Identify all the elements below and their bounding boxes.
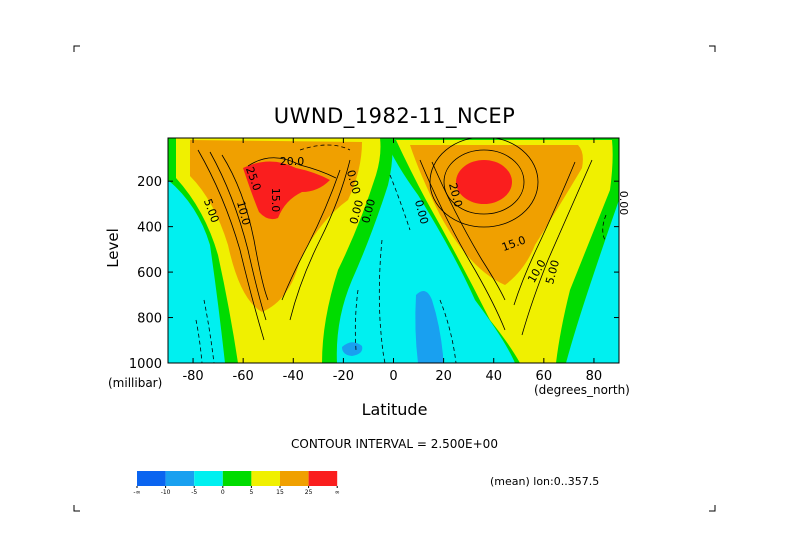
filled-contours (168, 138, 619, 363)
colorbar-swatch (280, 471, 309, 486)
y-tick-label: 1000 (129, 357, 162, 372)
contour-label: 0.00 (412, 199, 431, 226)
contour-labels: 20.025.015.010.05.000.000.000.00 0.0020.0… (201, 155, 630, 286)
x-axis-units: (degrees_north) (534, 383, 630, 397)
colorbar-swatch (165, 471, 195, 486)
axis-ticks: -80 -60 -40 -20 0 20 40 60 80 200 400 600 800 1000 (129, 138, 619, 384)
contour-label: 5.00 (543, 259, 562, 286)
x-tick-label: -20 (333, 369, 354, 384)
colorbar-swatch (137, 471, 166, 486)
colorbar-label: -10 (161, 489, 171, 496)
colorbar-swatch (251, 471, 280, 486)
colorbar-swatch (308, 471, 338, 486)
x-tick-label: 0 (389, 369, 397, 384)
contour-label: 20.0 (280, 155, 305, 168)
contour-label: 15.0 (269, 188, 282, 213)
contour-label: 10.0 (234, 200, 253, 227)
contour-label: 0.00 (359, 198, 378, 225)
contour-label: 0.00 (344, 169, 363, 196)
x-tick-label: -40 (283, 369, 304, 384)
crop-marks (73, 45, 716, 512)
x-axis-label: Latitude (361, 400, 428, 419)
colorbar-label: -5 (191, 489, 197, 496)
y-axis-units: (millibar) (108, 376, 163, 390)
y-tick-label: 600 (137, 266, 162, 281)
x-tick-label: 60 (536, 369, 553, 384)
x-tick-label: 20 (435, 369, 452, 384)
contour-label: 0.00 (347, 199, 366, 226)
x-tick-label: 80 (586, 369, 603, 384)
colorbar-swatch (222, 471, 252, 486)
colorbar: -∞ -10 -5 0 5 15 25 ∞ (133, 471, 340, 496)
x-tick-label: -60 (233, 369, 254, 384)
chart-title: UWND_1982-11_NCEP (273, 104, 516, 128)
mean-longitude-note: (mean) lon:0..357.5 (490, 475, 600, 488)
colorbar-label: 0 (221, 489, 225, 496)
colorbar-swatch (194, 471, 223, 486)
y-axis-label: Level (104, 228, 122, 268)
colorbar-label: 5 (249, 489, 253, 496)
y-tick-label: 400 (137, 221, 162, 236)
contour-label: 20.0 (446, 182, 465, 209)
colorbar-label: 15 (276, 489, 284, 496)
y-tick-label: 200 (137, 175, 162, 190)
contour-interval-note: CONTOUR INTERVAL = 2.500E+00 (291, 437, 498, 451)
x-tick-label: -80 (182, 369, 203, 384)
x-tick-label: 40 (485, 369, 502, 384)
colorbar-label: ∞ (335, 489, 340, 496)
colorbar-label: 25 (305, 489, 313, 496)
colorbar-label: -∞ (133, 489, 140, 496)
contour-label: 0.00 (617, 191, 630, 216)
y-tick-label: 800 (137, 312, 162, 327)
